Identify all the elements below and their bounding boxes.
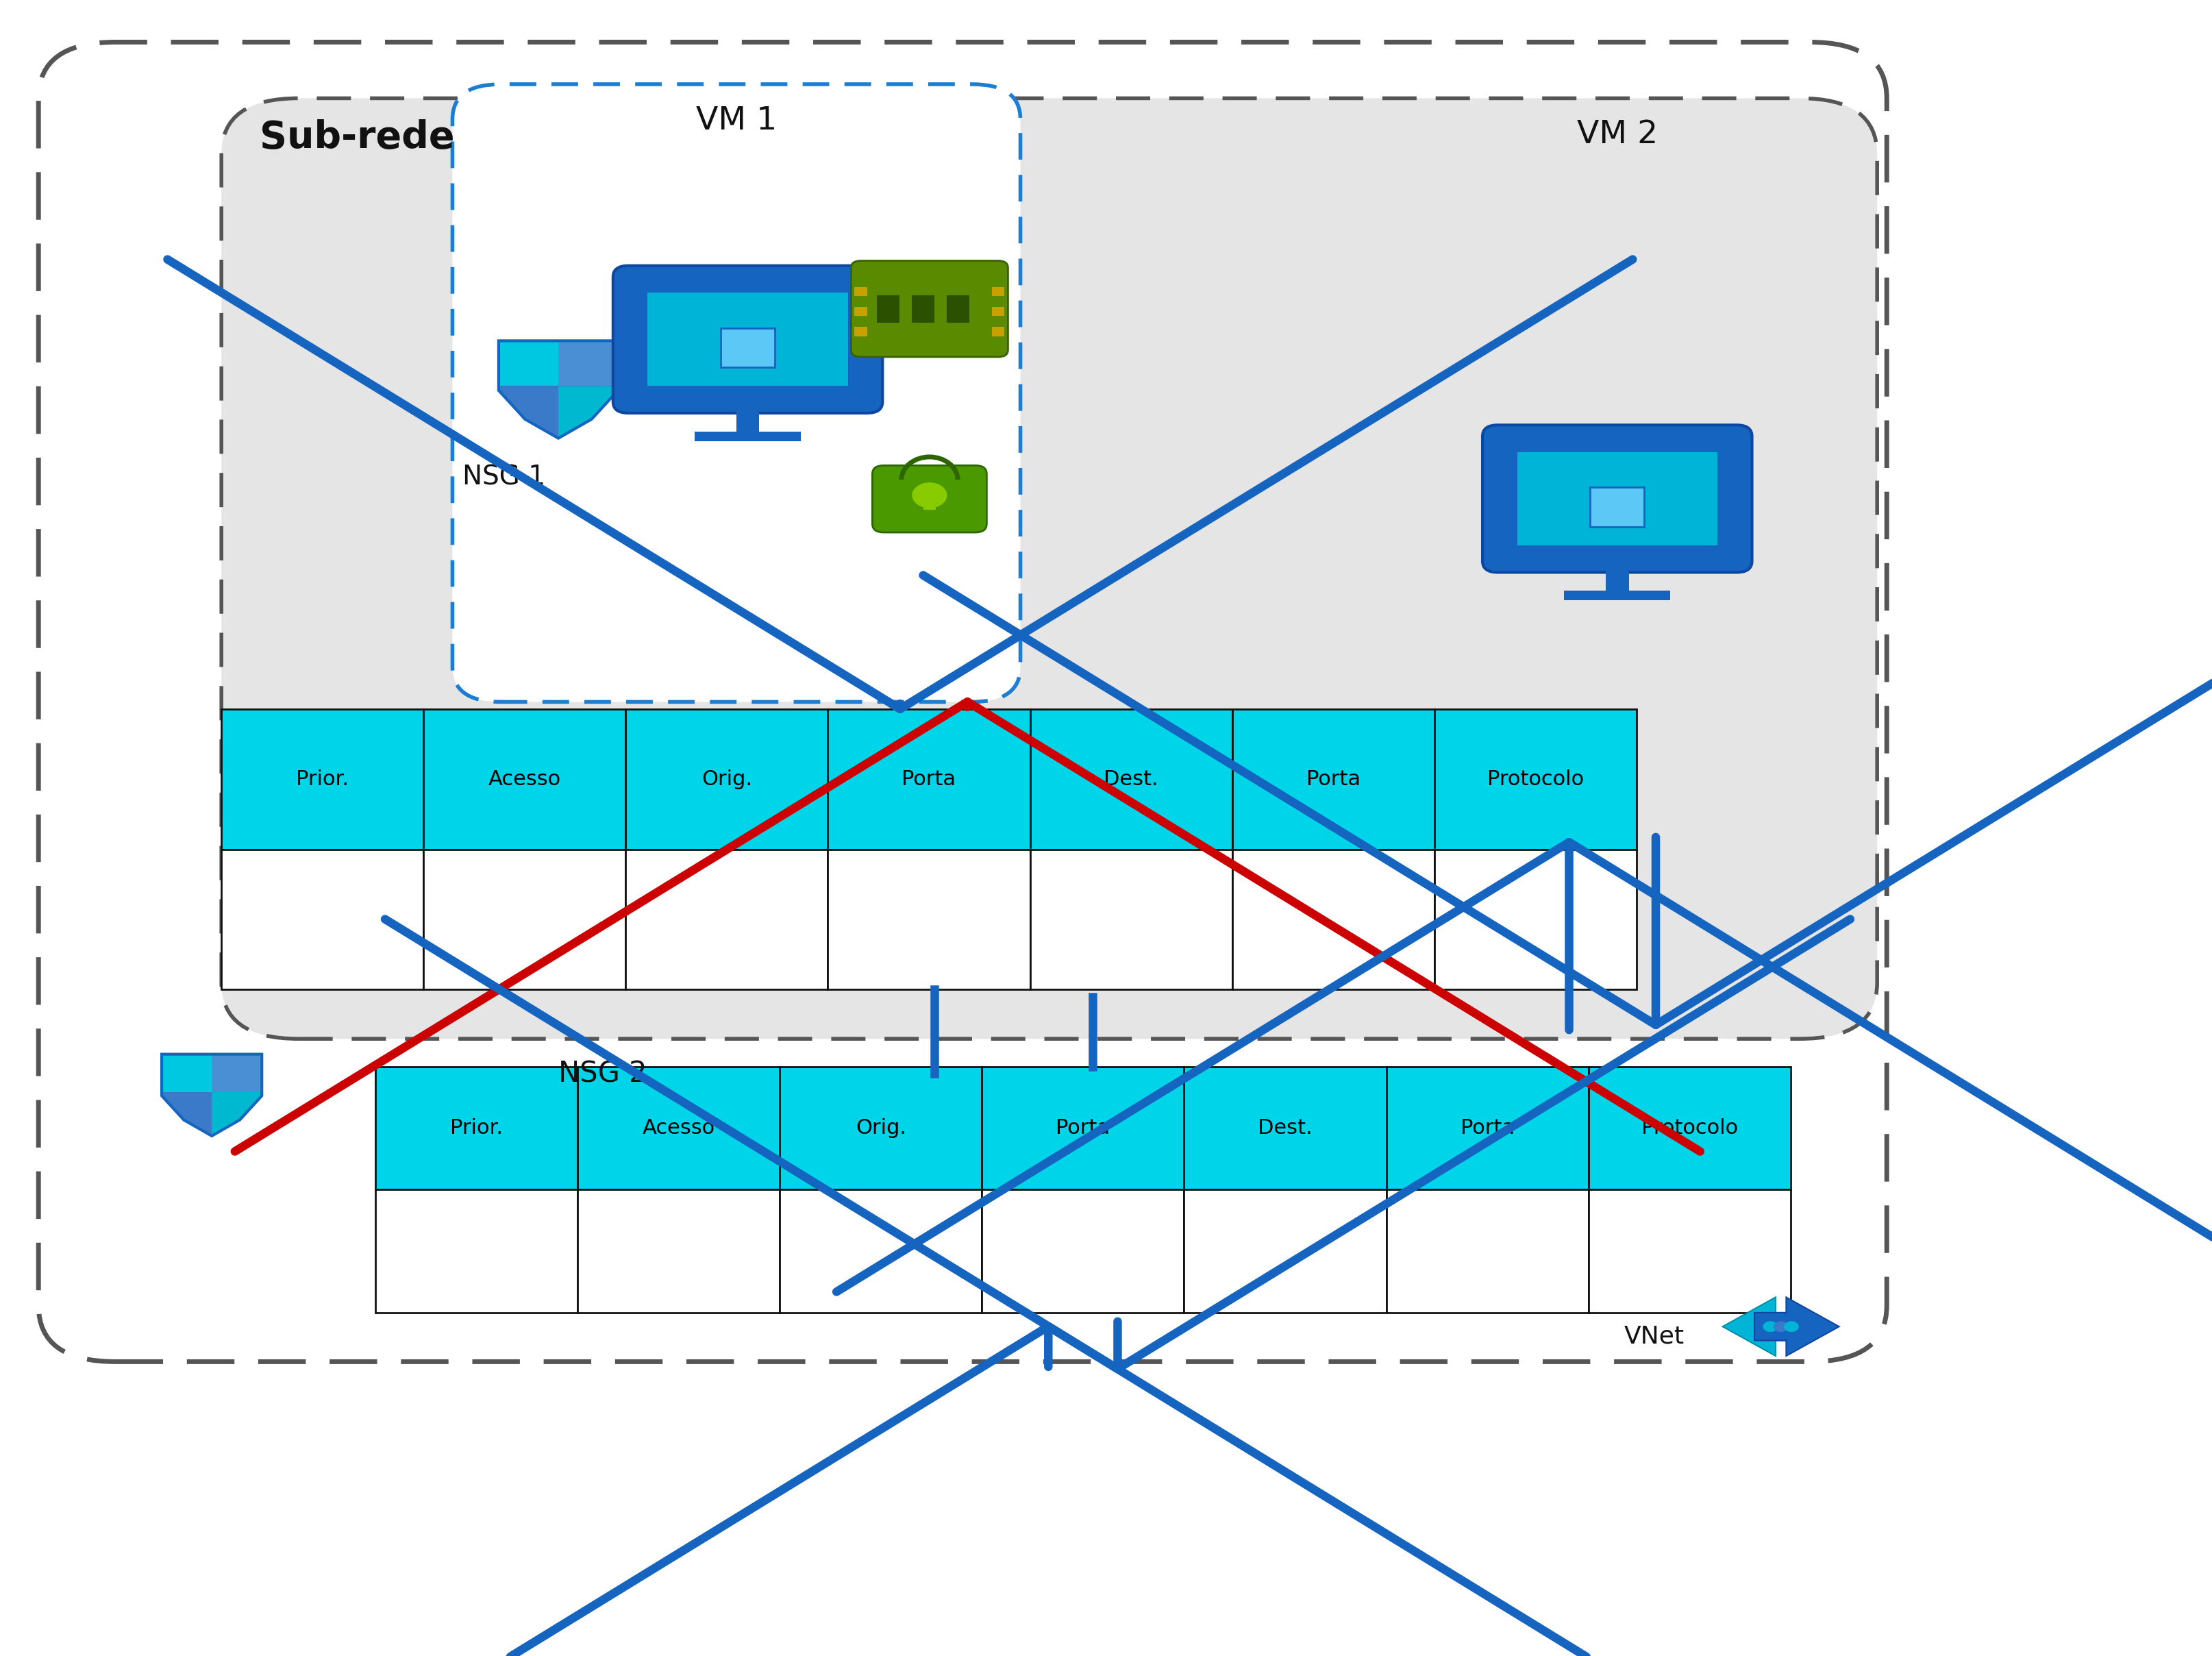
Bar xyxy=(1232,709,1433,850)
Bar xyxy=(221,850,422,990)
Text: Dest.: Dest. xyxy=(1256,1118,1312,1138)
Text: Dest.: Dest. xyxy=(1104,768,1159,788)
Polygon shape xyxy=(557,341,617,386)
FancyBboxPatch shape xyxy=(221,98,1876,1038)
Polygon shape xyxy=(498,341,557,386)
Bar xyxy=(779,1189,982,1313)
Bar xyxy=(1588,1189,1790,1313)
Text: Orig.: Orig. xyxy=(701,768,752,788)
Bar xyxy=(695,431,801,440)
Text: VM 2: VM 2 xyxy=(1577,119,1657,151)
Text: VNet: VNet xyxy=(1624,1325,1683,1348)
Bar xyxy=(626,850,827,990)
Text: NSG 2: NSG 2 xyxy=(557,1060,646,1088)
Bar xyxy=(827,709,1031,850)
Text: Protocolo: Protocolo xyxy=(1641,1118,1736,1138)
Bar xyxy=(854,306,867,316)
Polygon shape xyxy=(498,386,557,439)
Circle shape xyxy=(1774,1321,1787,1331)
Polygon shape xyxy=(161,1055,212,1093)
Bar xyxy=(1385,1066,1588,1189)
Bar xyxy=(221,709,422,850)
Bar xyxy=(376,1066,577,1189)
Polygon shape xyxy=(1754,1297,1838,1356)
Circle shape xyxy=(911,482,947,508)
Bar xyxy=(1232,850,1433,990)
Polygon shape xyxy=(557,386,617,439)
Text: Prior.: Prior. xyxy=(449,1118,502,1138)
Bar xyxy=(1433,850,1637,990)
Polygon shape xyxy=(161,1055,261,1136)
Polygon shape xyxy=(498,341,617,439)
Bar xyxy=(1564,591,1670,601)
Bar xyxy=(991,328,1004,336)
Bar xyxy=(779,1066,982,1189)
Polygon shape xyxy=(212,1055,261,1093)
Bar xyxy=(947,295,969,323)
Bar xyxy=(626,709,827,850)
Bar xyxy=(1606,565,1628,591)
Bar xyxy=(1433,709,1637,850)
Polygon shape xyxy=(161,1093,212,1136)
Text: Acesso: Acesso xyxy=(489,768,562,788)
Bar xyxy=(982,1189,1183,1313)
FancyBboxPatch shape xyxy=(38,41,1887,1361)
Bar xyxy=(1183,1066,1385,1189)
Text: Porta: Porta xyxy=(1460,1118,1513,1138)
Bar xyxy=(854,286,867,296)
Bar xyxy=(422,850,626,990)
Bar xyxy=(577,1189,779,1313)
Text: Acesso: Acesso xyxy=(641,1118,714,1138)
Bar xyxy=(991,306,1004,316)
Bar xyxy=(854,328,867,336)
Bar xyxy=(991,286,1004,296)
Text: Sub-rede: Sub-rede xyxy=(259,119,456,156)
FancyBboxPatch shape xyxy=(451,84,1020,702)
FancyBboxPatch shape xyxy=(721,328,774,368)
FancyBboxPatch shape xyxy=(852,260,1009,358)
Bar xyxy=(1588,1066,1790,1189)
FancyBboxPatch shape xyxy=(1517,452,1717,545)
FancyBboxPatch shape xyxy=(872,465,987,532)
Bar xyxy=(827,850,1031,990)
Bar xyxy=(376,1189,577,1313)
Bar xyxy=(922,493,936,510)
FancyBboxPatch shape xyxy=(648,293,847,386)
FancyBboxPatch shape xyxy=(1482,426,1752,573)
Polygon shape xyxy=(1723,1297,1807,1356)
Text: Protocolo: Protocolo xyxy=(1486,768,1584,788)
Circle shape xyxy=(1763,1321,1776,1331)
Text: Porta: Porta xyxy=(1305,768,1360,788)
Bar xyxy=(577,1066,779,1189)
Text: VM 1: VM 1 xyxy=(697,106,776,136)
FancyBboxPatch shape xyxy=(1590,487,1644,527)
Bar xyxy=(737,406,759,431)
FancyBboxPatch shape xyxy=(613,265,883,412)
Bar xyxy=(982,1066,1183,1189)
Bar xyxy=(422,709,626,850)
Bar xyxy=(1183,1189,1385,1313)
Text: Prior.: Prior. xyxy=(296,768,349,788)
Bar xyxy=(876,295,900,323)
Bar xyxy=(911,295,933,323)
Circle shape xyxy=(1783,1321,1798,1331)
Text: Porta: Porta xyxy=(1055,1118,1110,1138)
Bar xyxy=(1031,709,1232,850)
Text: Orig.: Orig. xyxy=(856,1118,907,1138)
Bar xyxy=(1385,1189,1588,1313)
Bar xyxy=(1031,850,1232,990)
Polygon shape xyxy=(212,1093,261,1136)
Text: NSG 1: NSG 1 xyxy=(462,464,544,490)
Text: Porta: Porta xyxy=(902,768,956,788)
